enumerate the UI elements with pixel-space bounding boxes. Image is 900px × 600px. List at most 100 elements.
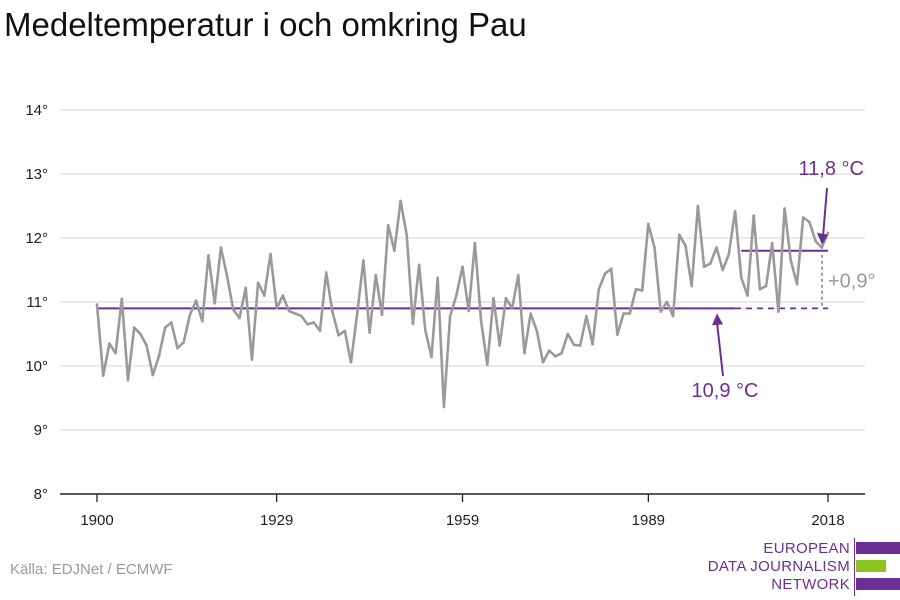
data-point xyxy=(213,301,217,305)
data-point xyxy=(801,216,805,219)
data-point xyxy=(417,263,421,267)
data-point xyxy=(808,220,811,224)
data-point xyxy=(758,287,762,291)
data-point xyxy=(504,296,508,300)
logo-line-1: EUROPEAN xyxy=(763,540,850,557)
data-point xyxy=(690,284,694,288)
data-point xyxy=(132,326,136,329)
data-point xyxy=(585,314,588,318)
data-point xyxy=(665,300,669,304)
data-point xyxy=(293,312,297,315)
data-point xyxy=(455,294,458,297)
data-point xyxy=(597,287,601,291)
x-tick-label: 1929 xyxy=(260,512,293,529)
data-point xyxy=(355,312,359,315)
data-point xyxy=(380,313,384,317)
data-point xyxy=(578,344,582,347)
data-point xyxy=(182,341,186,344)
data-point xyxy=(430,355,433,359)
data-point xyxy=(696,204,700,208)
data-point xyxy=(640,289,644,292)
data-point xyxy=(269,252,272,256)
data-point xyxy=(300,314,303,318)
chart-title: Medeltemperatur i och omkring Pau xyxy=(4,6,527,43)
data-point xyxy=(374,273,378,277)
data-point xyxy=(324,271,328,274)
y-tick-label: 12° xyxy=(25,230,48,247)
data-point xyxy=(659,310,663,313)
baseline-mean-label: 10,9 °C xyxy=(692,380,759,402)
data-point xyxy=(188,313,192,317)
recent-mean-arrow-head xyxy=(817,232,828,245)
data-point xyxy=(485,363,489,367)
data-point xyxy=(727,252,731,256)
data-point xyxy=(789,259,793,262)
data-point xyxy=(733,209,737,213)
data-point xyxy=(721,268,724,272)
x-axis: 1900 1929 1959 1989 2018 xyxy=(60,493,865,529)
data-point xyxy=(337,333,340,337)
data-point xyxy=(349,360,353,364)
data-point xyxy=(715,246,718,249)
data-point xyxy=(671,314,675,318)
temperature-line xyxy=(95,199,830,409)
data-point xyxy=(176,346,179,350)
data-point xyxy=(318,329,322,333)
data-point xyxy=(516,273,520,277)
data-point xyxy=(622,312,625,315)
data-point xyxy=(820,246,824,249)
data-point xyxy=(287,309,291,313)
logo-bar-purple-bottom xyxy=(856,578,900,590)
data-point xyxy=(126,378,130,382)
data-point xyxy=(678,233,681,237)
data-point xyxy=(795,282,799,286)
data-point xyxy=(225,275,229,278)
data-point xyxy=(653,246,656,249)
data-point xyxy=(219,246,223,249)
data-point xyxy=(498,344,501,347)
data-point xyxy=(238,316,241,320)
recent-mean-arrow-shaft xyxy=(822,187,828,237)
data-point xyxy=(231,308,235,311)
data-point xyxy=(783,207,786,210)
data-point xyxy=(826,231,830,235)
data-point xyxy=(510,307,514,310)
data-point xyxy=(275,307,278,310)
y-tick-label: 10° xyxy=(25,358,48,375)
logo-line-3: NETWORK xyxy=(771,576,850,593)
data-point xyxy=(529,312,532,315)
data-point xyxy=(368,331,371,335)
data-point xyxy=(684,244,687,247)
data-point xyxy=(281,294,285,297)
x-tick-label: 1989 xyxy=(632,512,665,529)
data-point xyxy=(95,303,99,306)
data-point xyxy=(262,294,266,297)
logo-bar-purple-top xyxy=(856,542,900,554)
data-point xyxy=(777,310,780,313)
data-point xyxy=(467,309,470,313)
y-tick-label: 13° xyxy=(25,166,48,183)
difference-label: +0,9° xyxy=(828,271,875,293)
data-point xyxy=(306,323,309,326)
y-tick-label: 11° xyxy=(26,294,48,311)
data-point xyxy=(151,373,155,377)
data-point xyxy=(461,265,464,269)
data-point xyxy=(250,358,254,361)
data-point xyxy=(207,253,210,257)
data-point xyxy=(157,355,161,358)
y-tick-label: 8° xyxy=(34,486,48,503)
data-point xyxy=(541,360,545,364)
data-point xyxy=(194,299,198,303)
data-point xyxy=(603,272,607,276)
data-point xyxy=(145,344,148,347)
logo-line-2: DATA JOURNALISM xyxy=(707,558,850,575)
data-point xyxy=(764,284,768,288)
data-point xyxy=(814,239,817,243)
data-point xyxy=(448,314,452,318)
data-point xyxy=(572,343,576,347)
data-point xyxy=(479,319,483,323)
data-point xyxy=(560,351,563,355)
data-point xyxy=(554,355,557,358)
data-point xyxy=(591,342,594,346)
logo-rule xyxy=(854,538,855,596)
